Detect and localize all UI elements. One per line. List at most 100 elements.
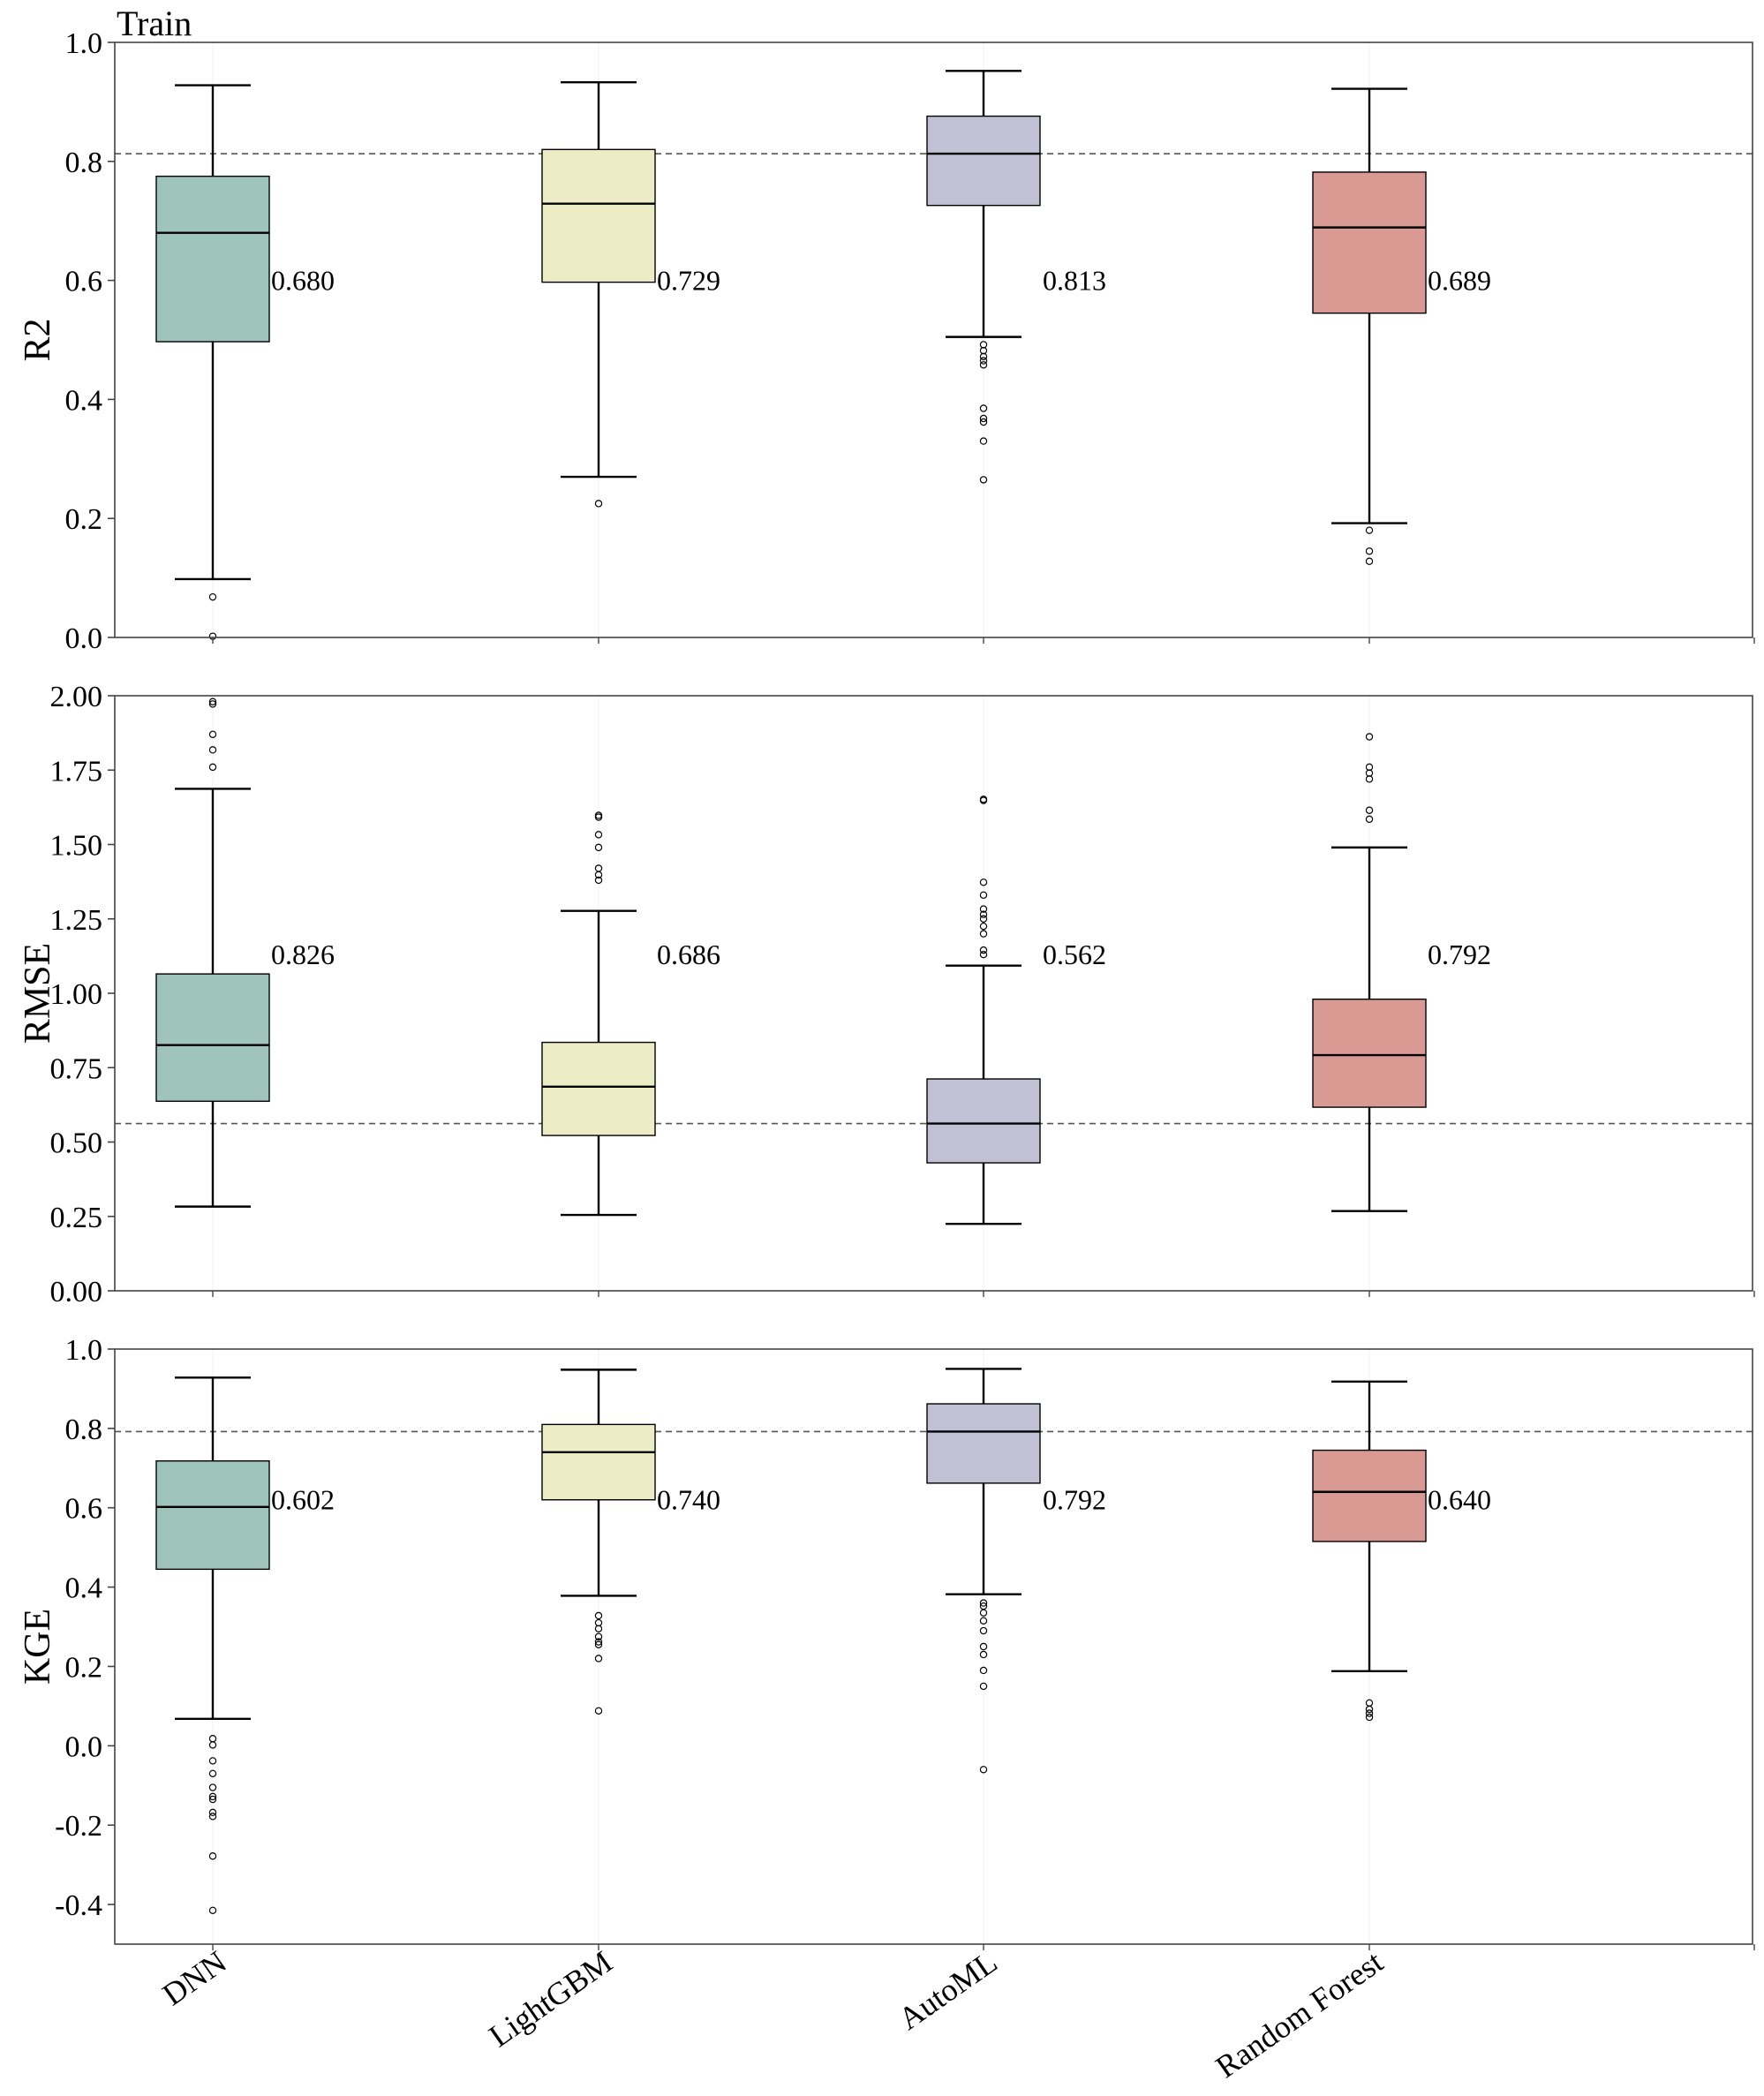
- outlier-point: [208, 1769, 217, 1777]
- outlier-point: [979, 946, 988, 954]
- outlier-point: [979, 905, 988, 913]
- outlier-point: [1365, 1713, 1374, 1722]
- outlier-point: [208, 1906, 217, 1915]
- x-category-label-automl: AutoML: [892, 1944, 1003, 2037]
- outlier-point: [979, 414, 988, 423]
- median-label: 0.813: [1043, 265, 1106, 297]
- outlier-point: [594, 1655, 603, 1662]
- box-body: [926, 1403, 1041, 1484]
- plot-frame: [114, 41, 1753, 638]
- outlier-point: [979, 1626, 988, 1635]
- x-category-label-random-forest: Random Forest: [1210, 1944, 1390, 2085]
- box-body: [1312, 999, 1427, 1108]
- box-body: [541, 148, 656, 283]
- box-body: [926, 115, 1041, 207]
- outlier-point: [208, 592, 217, 601]
- outlier-point: [208, 730, 217, 739]
- outlier-point: [594, 1638, 603, 1646]
- outlier-point: [1365, 547, 1374, 555]
- panel-r2: 0.680 0.729 0.813 0.689 0.0 0.2 0.4 0.6 0.8 1.0 R2: [18, 27, 1755, 655]
- box-automl: 0.792: [926, 1368, 1106, 1774]
- box-body: [926, 1078, 1041, 1164]
- outlier-point: [1365, 557, 1374, 565]
- y-tick-label: 1.00: [50, 978, 103, 1011]
- outlier-point: [208, 746, 217, 754]
- y-tick-label: 1.50: [50, 830, 103, 863]
- plot-frame: [114, 1348, 1753, 1945]
- outlier-point: [594, 1611, 603, 1620]
- outlier-point: [208, 1783, 217, 1791]
- outlier-point: [208, 697, 217, 705]
- median-label: 0.826: [271, 939, 335, 970]
- y-tick-label: 2.00: [50, 681, 103, 713]
- y-tick-label: 0.75: [50, 1052, 103, 1085]
- y-axis-label: KGE: [18, 1609, 58, 1685]
- box-automl: 0.562: [926, 795, 1106, 1225]
- y-tick-label: 0.6: [65, 266, 103, 298]
- outlier-point: [594, 843, 603, 852]
- outlier-point: [979, 1617, 988, 1625]
- y-tick-label: 0.4: [65, 1572, 103, 1605]
- outlier-point: [594, 876, 603, 885]
- y-tick-label: 1.0: [65, 1334, 103, 1367]
- outlier-point: [1365, 1705, 1374, 1714]
- y-tick-label: 1.25: [50, 904, 103, 937]
- box-dnn: 0.602: [155, 1376, 335, 1915]
- outlier-point: [208, 700, 217, 708]
- y-tick-label: 0.8: [65, 147, 103, 179]
- y-axis-label: R2: [18, 318, 58, 361]
- outlier-point: [594, 500, 603, 508]
- x-category-label-lightgbm: LightGBM: [483, 1944, 619, 2055]
- outlier-point: [208, 1813, 217, 1821]
- box-random-forest: 0.792: [1312, 733, 1491, 1212]
- median-label: 0.562: [1043, 939, 1106, 970]
- box-dnn: 0.680: [155, 84, 335, 640]
- box-lightgbm: 0.729: [541, 80, 720, 508]
- box-body: [541, 1041, 656, 1136]
- outlier-point: [594, 1625, 603, 1632]
- outlier-point: [979, 891, 988, 899]
- outlier-point: [979, 930, 988, 938]
- outlier-point: [1365, 775, 1374, 783]
- box-body: [155, 973, 270, 1103]
- y-tick-label: -0.2: [55, 1810, 102, 1843]
- outlier-point: [208, 1757, 217, 1765]
- outlier-point: [594, 1632, 603, 1640]
- plot-frame: [114, 695, 1753, 1292]
- outlier-point: [1365, 733, 1374, 741]
- box-body: [1312, 171, 1427, 314]
- outlier-point: [979, 915, 988, 923]
- box-automl: 0.813: [926, 70, 1106, 484]
- x-category-label-dnn: DNN: [156, 1944, 233, 2013]
- y-tick-label: 0.25: [50, 1202, 103, 1234]
- box-body: [155, 1460, 270, 1571]
- outlier-point: [594, 831, 603, 839]
- outlier-point: [979, 796, 988, 804]
- median-label: 0.680: [271, 265, 335, 297]
- y-tick-label: 0.2: [65, 503, 103, 536]
- y-tick-label: 0.0: [65, 622, 103, 655]
- box-random-forest: 0.640: [1312, 1380, 1491, 1722]
- box-body: [1312, 1449, 1427, 1542]
- outlier-point: [979, 437, 988, 445]
- outlier-point: [1365, 526, 1374, 534]
- box-lightgbm: 0.686: [541, 811, 720, 1217]
- y-tick-label: -0.4: [55, 1889, 102, 1922]
- outlier-point: [208, 1741, 217, 1749]
- box-body: [155, 175, 270, 343]
- outlier-point: [979, 950, 988, 959]
- outlier-point: [979, 922, 988, 931]
- outlier-point: [594, 813, 603, 821]
- outlier-point: [208, 763, 217, 772]
- outlier-point: [979, 1682, 988, 1691]
- outlier-point: [594, 1640, 603, 1648]
- outlier-point: [979, 1642, 988, 1651]
- median-label: 0.729: [657, 265, 720, 297]
- box-dnn: 0.826: [155, 697, 335, 1208]
- outlier-point: [979, 1766, 988, 1774]
- outlier-point: [979, 361, 988, 369]
- outlier-point: [1365, 806, 1374, 814]
- box-body: [541, 1423, 656, 1501]
- outlier-point: [594, 871, 603, 879]
